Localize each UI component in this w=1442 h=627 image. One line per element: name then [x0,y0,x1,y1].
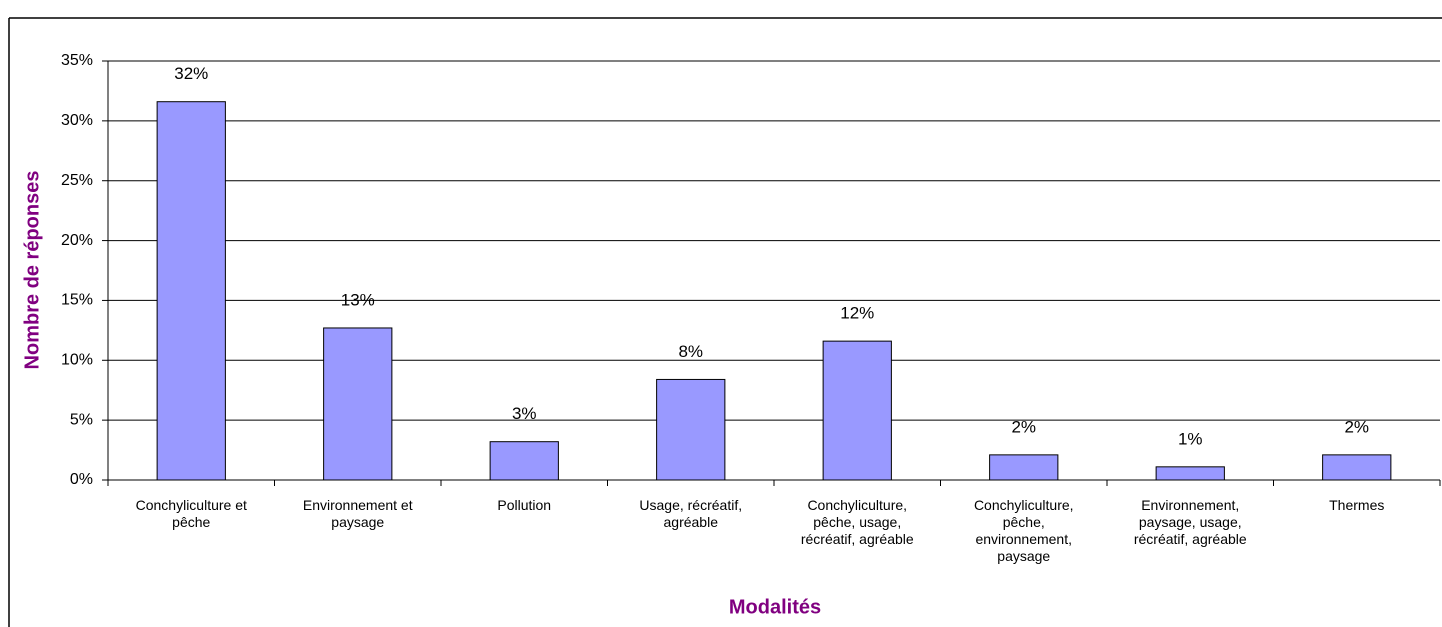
y-tick-label: 30% [61,112,93,129]
bar [156,101,226,481]
x-tick-label: Environnement, paysage, usage, récréatif… [1133,497,1247,547]
y-tick-label: 15% [61,292,93,309]
bar [656,378,726,481]
x-tick-label: Usage, récréatif, agréable [639,497,743,530]
data-label: 3% [512,404,537,423]
x-tick-label: Conchyliculture et pêche [135,497,247,530]
x-tick-label: Pollution [497,497,552,513]
y-tick-label: 25% [61,172,93,189]
y-tick-label: 0% [70,471,93,488]
data-label: 2% [1011,417,1036,436]
y-tick-label: 20% [61,232,93,249]
data-label: 13% [341,290,375,309]
data-label: 2% [1344,417,1369,436]
bar [1155,466,1225,481]
data-label: 8% [678,342,703,361]
x-tick-label: Conchyliculture, pêche, environnement, p… [973,497,1074,564]
x-tick-label: Environnement et paysage [302,497,413,530]
x-axis-title: Modalités [729,596,821,618]
x-tick-label: Conchyliculture, pêche, usage, récréatif… [800,497,914,547]
data-label: 1% [1178,429,1203,448]
bar [1322,454,1392,481]
data-label: 12% [840,304,874,323]
y-tick-label: 35% [61,52,93,69]
y-tick-label: 10% [61,352,93,369]
bar [822,340,892,481]
y-axis-title: Nombre de réponses [21,171,43,370]
data-label: 32% [174,64,208,83]
bar [323,327,393,481]
bar [489,441,559,481]
y-tick-label: 5% [70,411,93,428]
x-tick-label: Thermes [1329,497,1385,513]
bar [989,454,1059,481]
